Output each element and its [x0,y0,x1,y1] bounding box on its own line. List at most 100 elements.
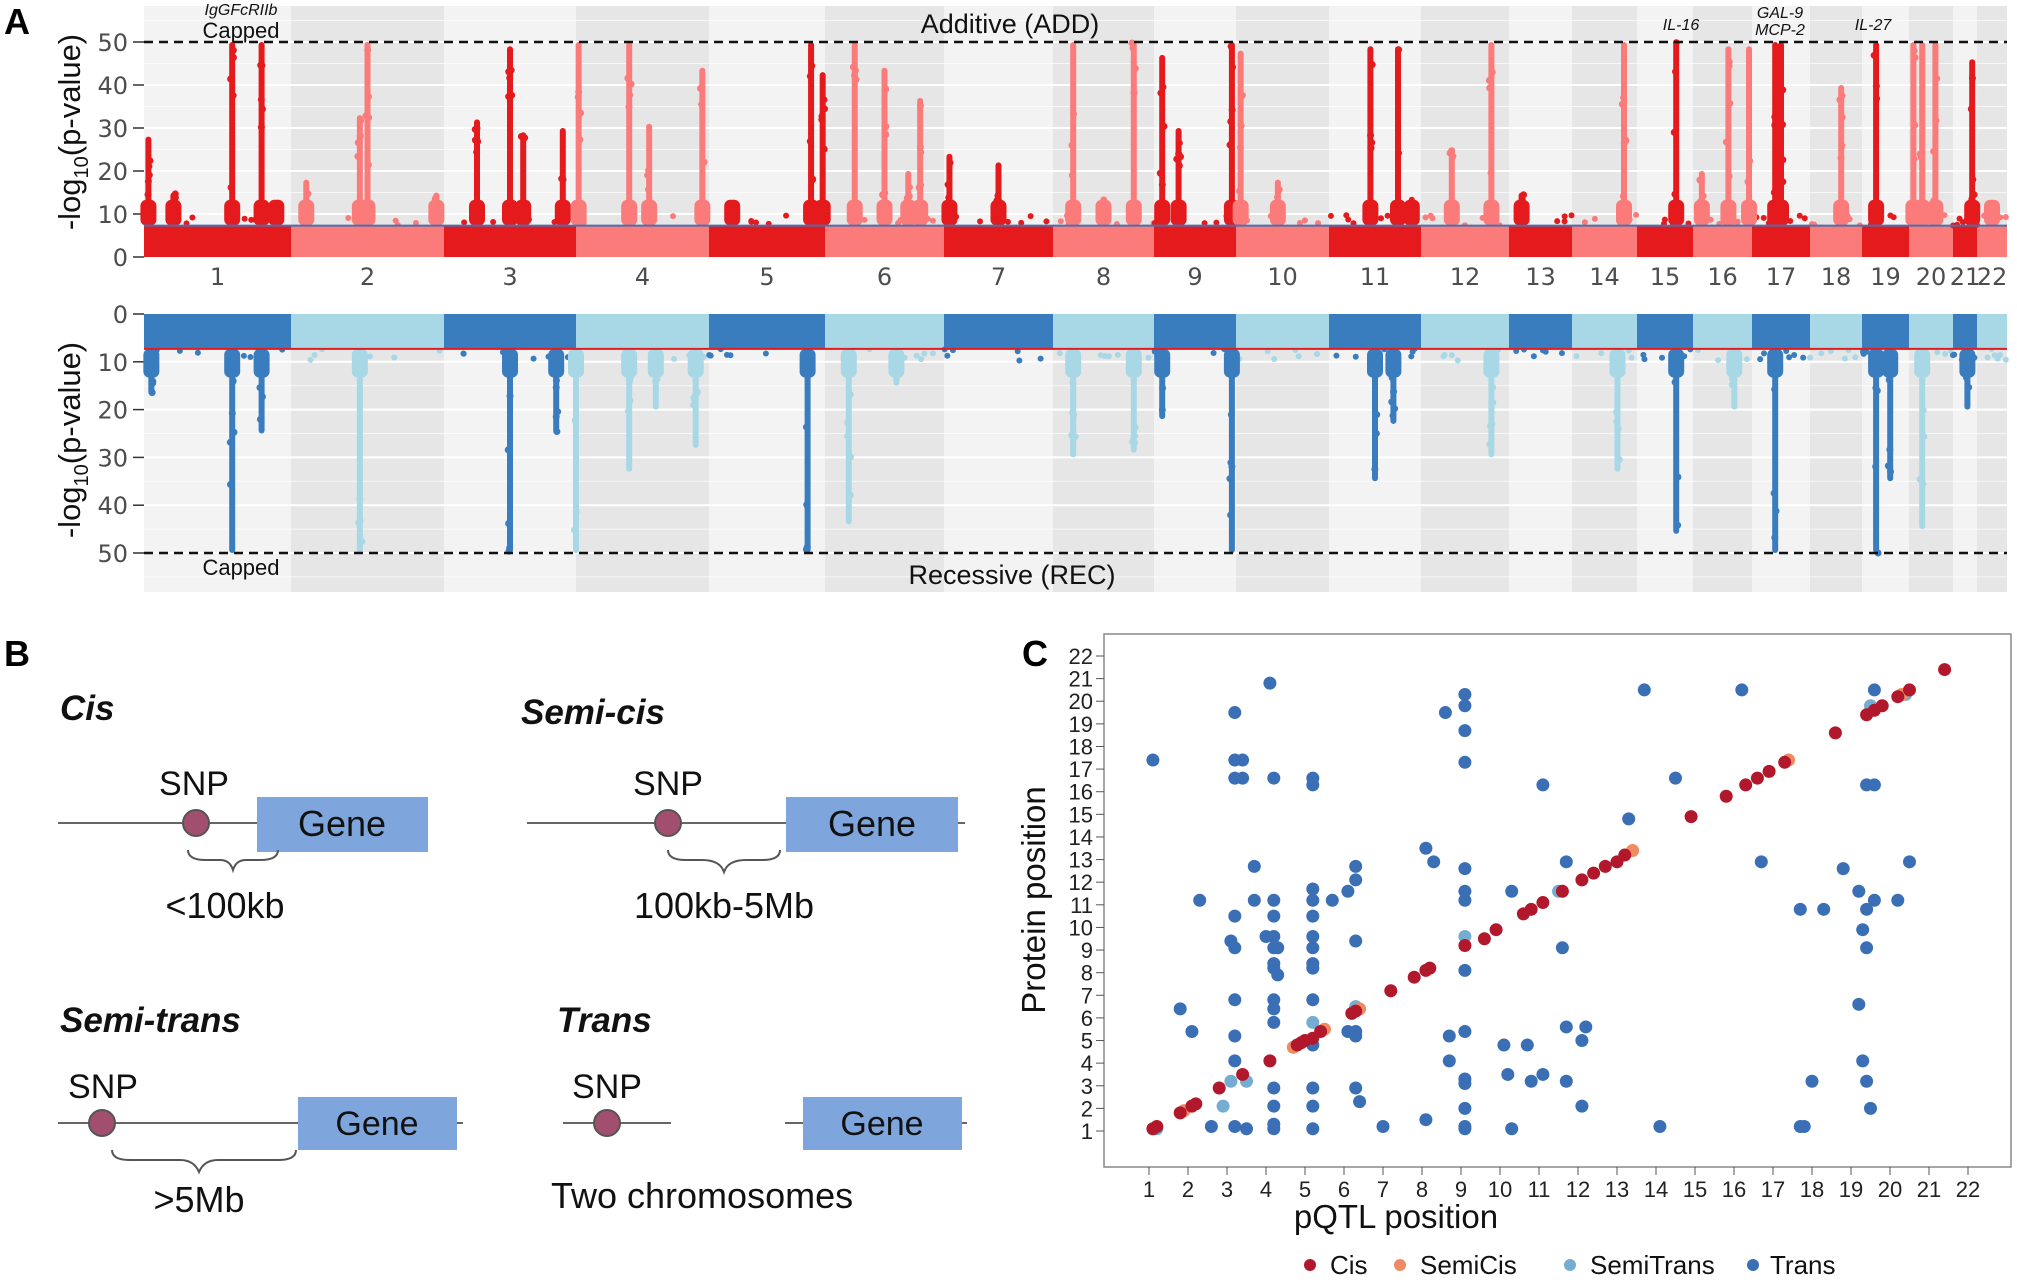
point-trans [1856,923,1870,937]
point-trans [1754,855,1768,869]
peak-base [1720,199,1737,226]
chromosome-band-6 [825,225,944,257]
peak-base [1232,199,1249,226]
point-trans [1797,1119,1811,1133]
point-trans [1505,884,1519,898]
snp-point [194,349,201,356]
point-cis [1828,726,1842,740]
peak-point [1069,379,1077,387]
peak-base [846,199,863,226]
peak-point [1486,84,1494,92]
peak-chr3 [474,119,480,226]
peak-base [1833,199,1850,226]
peak-point [1177,153,1185,161]
point-trans [1271,968,1285,982]
chromosome-band-13 [1509,225,1572,257]
peak-point [518,132,526,140]
peak-point [1674,473,1682,481]
peak-point [1448,147,1456,155]
snp-point [1018,219,1025,226]
peak-chr4 [626,42,633,226]
peak-point [882,123,890,131]
peak-point [802,545,810,553]
peak-point [518,214,526,222]
snp-point [1210,349,1217,356]
peak-point [1489,399,1497,407]
peak-point [558,175,566,183]
point-trans [1419,841,1433,855]
point-trans [1236,771,1250,785]
point-trans [1497,1038,1511,1052]
peak-point [1874,549,1882,557]
peak-base [1616,199,1632,226]
gene-box [803,1097,962,1150]
peak-point [1930,197,1938,205]
peak-point [1228,106,1236,114]
point-trans [1236,753,1250,767]
snp-point [1934,349,1941,356]
peak-chr15 [1673,348,1680,534]
point-trans [1458,755,1472,769]
peak-point [1388,398,1396,406]
peak-point [144,191,152,199]
y-tick-label: 0 [113,301,128,329]
point-cis [1423,961,1437,975]
chromosome-band-12 [1421,314,1509,349]
peak-chr3 [507,46,513,226]
point-trans [1419,1113,1433,1127]
peak-point [1672,198,1680,206]
chromosome-band-19 [1862,314,1909,349]
peak-point [1969,176,1977,184]
peak-point [1770,189,1778,197]
panel-label-b: B [4,633,30,674]
peak-point [1870,51,1878,59]
snp-marker [182,809,210,837]
peak-point [1873,95,1881,103]
peak-base [1964,199,1981,226]
peak-point [1771,534,1779,542]
snp-point [1352,353,1359,360]
point-trans [1438,706,1452,720]
snp-point [669,213,676,220]
peak-chr17 [1772,348,1779,553]
peak-point [1487,169,1495,177]
peak-base [1154,199,1171,226]
snp-point [753,219,760,226]
x-tick-label: 13 [1605,1177,1629,1202]
snp-point [461,219,468,226]
snp-point [1027,213,1034,220]
peak-point [145,171,153,179]
chromosome-background [576,314,709,592]
snp-point [1213,219,1220,226]
snp-point [1558,350,1565,357]
snp-point [1761,350,1768,357]
peak-chr1 [258,42,265,226]
peak-base [224,348,241,378]
snp-point [490,219,497,226]
gene-label: Gene [335,1105,418,1143]
snp-point [1568,212,1575,219]
point-trans [1306,993,1320,1007]
peak-point [1068,199,1076,207]
peak-point [1615,456,1623,464]
point-cis [1778,755,1792,769]
chromosome-band-5 [709,225,825,257]
y-tick-label: 40 [97,492,128,520]
snp-point [727,352,734,359]
peak-point [700,158,708,166]
peak-base [359,199,376,226]
gene-box [257,797,428,852]
snp-point [670,355,677,362]
legend-marker-trans [1747,1259,1759,1271]
peak-point [625,360,633,368]
point-trans [1836,862,1850,876]
peak-point [903,194,911,202]
peak-point [1730,363,1738,371]
point-trans [1555,941,1569,955]
rec-capped-label: Capped [202,555,279,580]
y-tick-label: 2 [1081,1096,1093,1121]
point-cis [1762,764,1776,778]
snp-point [913,352,920,359]
diagram-title: Trans [557,1001,652,1040]
peak-point [229,46,237,54]
